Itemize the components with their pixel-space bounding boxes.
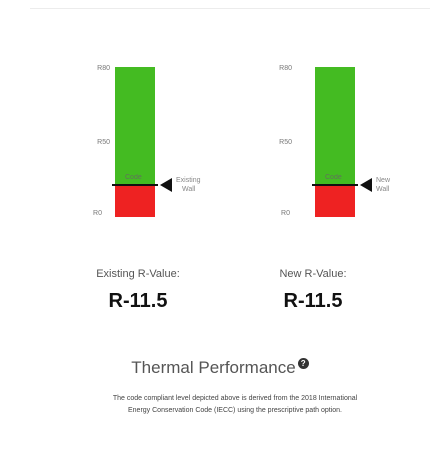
gauge-existing-pointer-label-line2: Wall (182, 186, 196, 193)
gauge-existing-wall: Code (112, 67, 158, 217)
gauge-existing-below-code-bar (115, 184, 155, 217)
gauge-new-code-label: Code (325, 174, 342, 181)
gauge-new-pointer-label: New Wall (376, 176, 390, 194)
code-compliance-note-line1: The code compliant level depicted above … (112, 395, 358, 402)
thermal-performance-title: Thermal Performance? (70, 358, 370, 378)
new-r-value-label: New R-Value: (279, 268, 347, 280)
gauge-existing-pointer-icon (160, 178, 172, 192)
gauge-existing-tick-bottom: R0 (93, 210, 102, 217)
gauge-new-tick-middle: R50 (279, 139, 292, 146)
thermal-performance-card (30, 8, 430, 451)
gauge-existing-tick-top: R80 (97, 65, 110, 72)
gauge-new-above-code-bar (315, 67, 355, 184)
existing-r-value: R-11.5 (108, 290, 168, 312)
new-r-value: R-11.5 (283, 290, 343, 312)
gauge-existing-code-label: Code (125, 174, 142, 181)
existing-r-value-label: Existing R-Value: (96, 268, 180, 280)
question-circle-icon[interactable]: ? (297, 358, 309, 370)
gauge-new-pointer-label-line1: New (376, 177, 391, 184)
gauge-new-pointer-icon (360, 178, 372, 192)
gauge-existing-above-code-bar (115, 67, 155, 184)
gauge-new-code-line (312, 184, 358, 186)
gauge-existing-code-line (112, 184, 158, 186)
code-compliance-note: The code compliant level depicted above … (40, 393, 430, 417)
gauge-new-tick-bottom: R0 (281, 210, 290, 217)
thermal-performance-title-text: Thermal Performance (131, 358, 296, 377)
code-compliance-note-line2: Energy Conservation Code (IECC) using th… (128, 407, 342, 414)
gauge-existing-pointer-label-line1: Existing (176, 177, 201, 184)
gauge-existing-pointer-label: Existing Wall (176, 176, 201, 194)
gauge-new-wall: Code (312, 67, 358, 217)
gauge-new-below-code-bar (315, 184, 355, 217)
gauge-new-pointer-label-line2: Wall (376, 186, 390, 193)
gauge-existing-tick-middle: R50 (97, 139, 110, 146)
gauge-new-tick-top: R80 (279, 65, 292, 72)
